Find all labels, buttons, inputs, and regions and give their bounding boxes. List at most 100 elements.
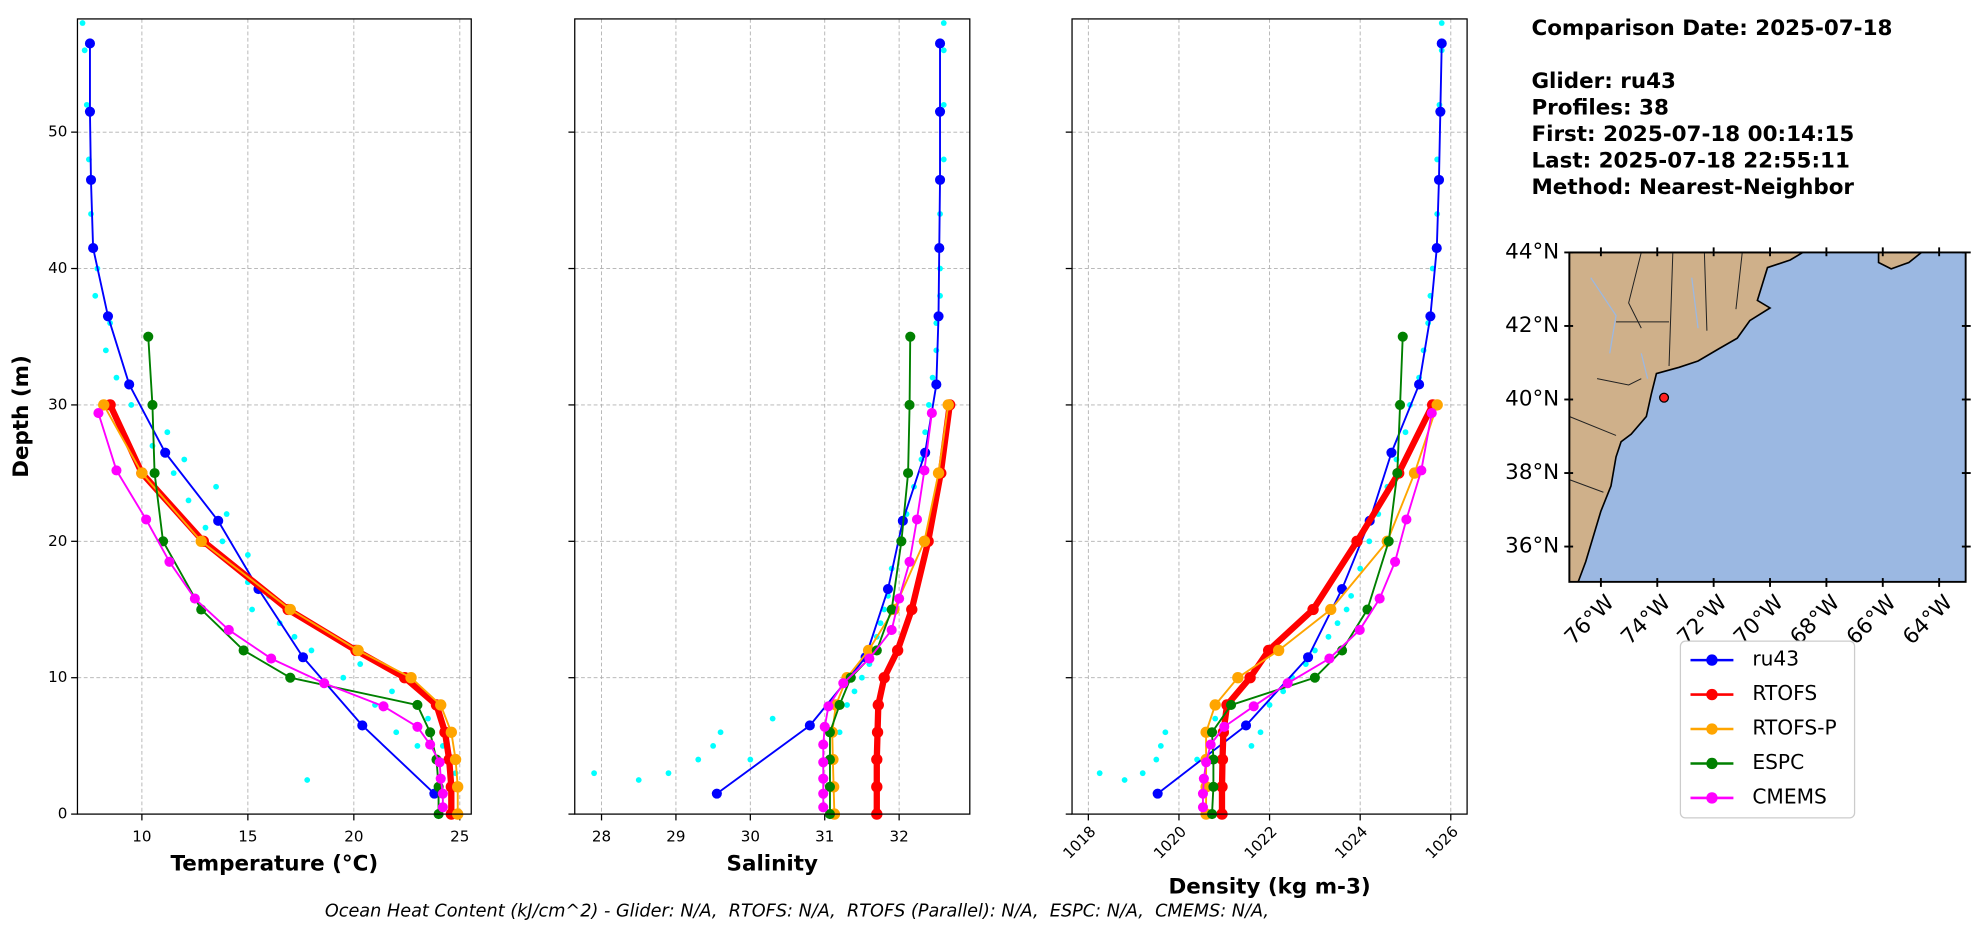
glider-point — [223, 511, 230, 517]
legend-label: ru43 — [1752, 647, 1799, 671]
profile-marker — [1216, 753, 1229, 766]
map-y-tick-label: 38°N — [1505, 460, 1559, 485]
glider-point — [81, 47, 88, 54]
glider-point — [695, 756, 702, 763]
glider-point — [937, 265, 943, 272]
glider-point — [769, 715, 776, 722]
profile-marker — [905, 331, 916, 342]
profile-line — [829, 336, 912, 815]
profile-marker — [223, 624, 234, 636]
profile-marker — [1208, 781, 1219, 792]
profile-marker — [871, 726, 884, 738]
profile-marker — [449, 753, 462, 766]
glider-point — [717, 729, 724, 736]
x-tick-label: 29 — [666, 827, 685, 845]
footer: Ocean Heat Content (kJ/cm^2) - Glider: N… — [325, 901, 1269, 921]
profile-marker — [894, 593, 905, 604]
glider-point — [304, 777, 311, 783]
y-tick-label: 20 — [48, 532, 67, 550]
profile-marker — [711, 788, 722, 799]
profile-marker — [445, 726, 458, 738]
map-borders — [1569, 252, 1743, 493]
profile-marker — [911, 514, 923, 525]
glider-point — [213, 483, 219, 490]
profile-marker — [1307, 603, 1319, 616]
profile-marker — [1262, 644, 1275, 657]
profile-marker — [143, 331, 154, 342]
profile-marker — [896, 536, 907, 547]
glider-point — [940, 47, 947, 54]
info-line: Glider: ru43 — [1531, 69, 1675, 94]
profile-marker — [1205, 739, 1216, 750]
profile-marker — [818, 802, 829, 813]
map-land — [1569, 252, 1805, 582]
profile-line — [1157, 43, 1443, 795]
glider-point — [340, 674, 347, 681]
profile-marker — [1201, 757, 1212, 768]
glider-point — [1334, 620, 1341, 627]
y-tick-label: 40 — [48, 259, 67, 277]
profile-marker — [818, 757, 829, 768]
profile-marker — [1206, 727, 1218, 738]
glider-point — [414, 742, 421, 749]
map-x-tick-label: 76°W — [1560, 590, 1620, 650]
legend-marker — [1706, 792, 1718, 804]
profile-marker — [932, 467, 945, 479]
profile-marker — [437, 802, 448, 813]
profile-marker — [1401, 514, 1412, 525]
profile-marker — [93, 408, 104, 419]
profile-marker — [352, 644, 364, 657]
glider-point — [929, 374, 936, 381]
glider-point — [1438, 20, 1445, 26]
y-axis-label: Depth (m) — [9, 355, 34, 478]
map-y-tick-label: 44°N — [1505, 239, 1559, 264]
profile-marker — [195, 535, 207, 547]
glider-point — [1402, 429, 1409, 436]
glider-point — [83, 101, 90, 108]
glider-point — [1280, 688, 1287, 695]
glider-point — [219, 538, 226, 545]
profile-marker — [124, 379, 135, 390]
profile-marker — [872, 699, 884, 711]
legend-marker — [1706, 757, 1718, 770]
x-axis-label: Density (kg m-3) — [1168, 874, 1370, 899]
profile-marker — [98, 399, 110, 411]
legend: ru43 RTOFS RTOFS-P ESPC CMEMS — [1679, 640, 1856, 819]
profile-marker — [285, 672, 296, 683]
x-tick-label: 15 — [238, 827, 257, 845]
profile-marker — [284, 603, 296, 616]
glider-point — [635, 777, 642, 783]
profile-marker — [435, 773, 446, 784]
profile-marker — [882, 584, 894, 595]
profile-marker — [934, 243, 945, 254]
glider-point — [1366, 538, 1373, 545]
legend-marker — [1706, 723, 1718, 735]
glider-point — [710, 742, 717, 749]
profile-marker — [84, 106, 96, 117]
profile-marker — [845, 672, 856, 683]
profile-marker — [1303, 652, 1314, 663]
profile-marker — [1414, 379, 1425, 390]
x-tick-label: 28 — [592, 827, 611, 845]
profile-marker — [1197, 788, 1209, 799]
glider-point — [747, 756, 754, 763]
y-tick-label: 10 — [48, 668, 67, 686]
profile-line — [147, 336, 440, 815]
profile-marker — [1383, 536, 1394, 547]
glider-point — [244, 552, 251, 558]
profile-marker — [838, 678, 849, 689]
x-tick-label: 20 — [344, 827, 363, 845]
glider-point — [1266, 702, 1273, 708]
profile-marker — [904, 399, 915, 410]
info-line: Profiles: 38 — [1531, 96, 1668, 121]
glider-point — [1153, 756, 1160, 763]
profile-marker — [196, 604, 207, 615]
profile-marker — [942, 399, 954, 411]
y-tick-label: 0 — [58, 805, 68, 823]
profile-marker — [933, 311, 944, 322]
profile-marker — [834, 699, 845, 711]
profile-marker — [425, 727, 436, 738]
legend-box — [1679, 640, 1856, 819]
glider-point — [181, 456, 188, 463]
profile-marker — [1240, 720, 1252, 731]
